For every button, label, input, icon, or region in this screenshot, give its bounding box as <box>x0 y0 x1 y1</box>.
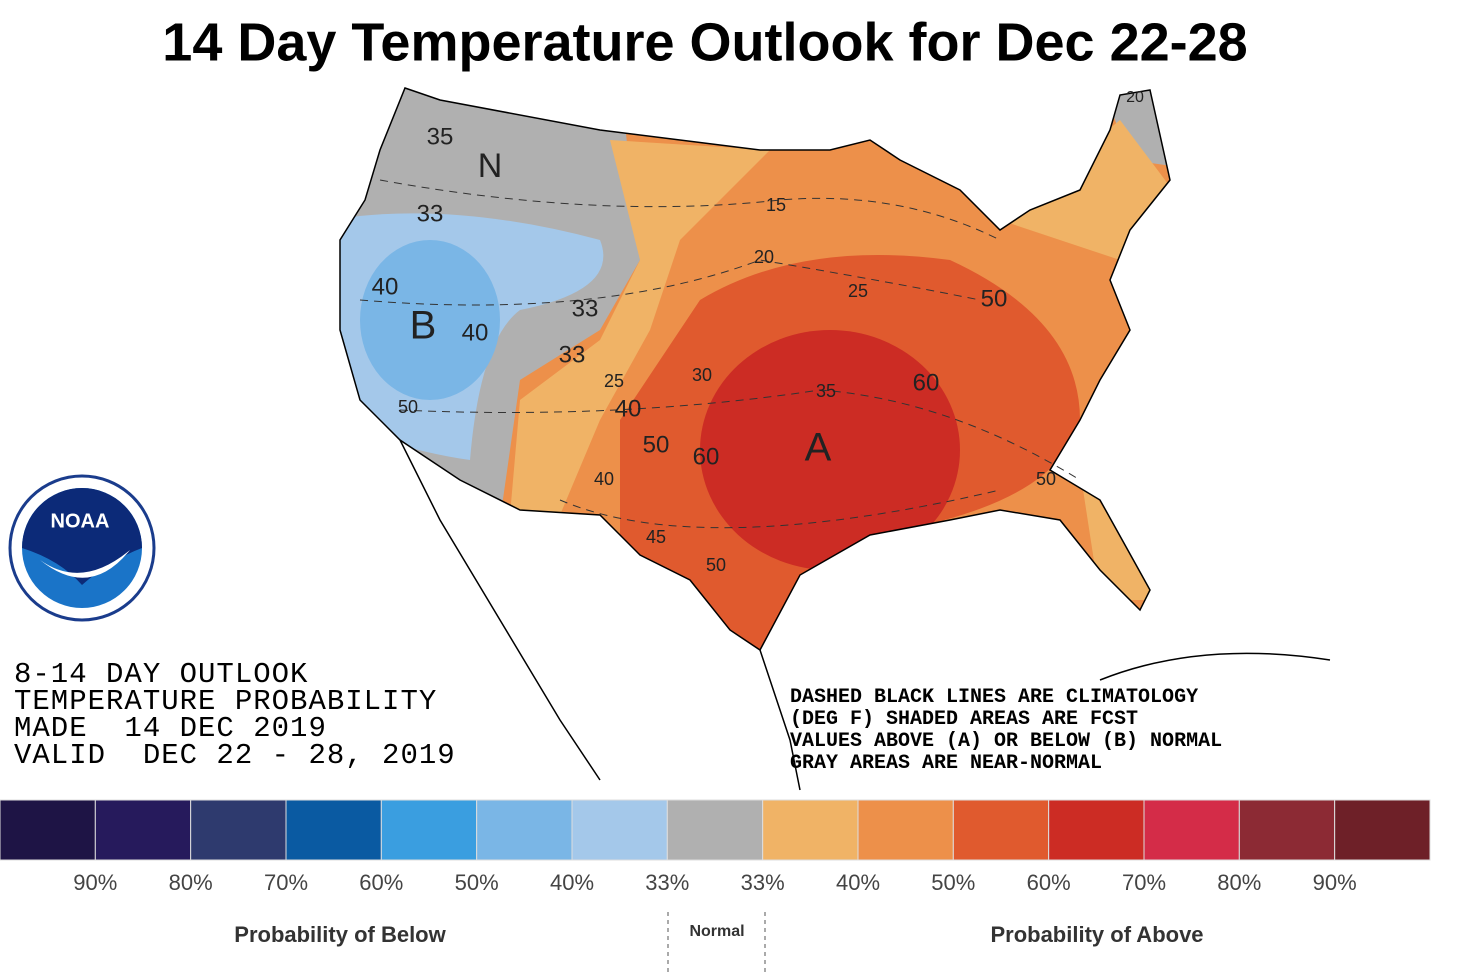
legend-swatch <box>1048 799 1145 861</box>
notes-line: VALUES ABOVE (A) OR BELOW (B) NORMAL <box>790 730 1222 753</box>
legend-label: 33% <box>741 870 785 895</box>
map-label: 25 <box>604 371 624 391</box>
notes-line: DASHED BLACK LINES ARE CLIMATOLOGY <box>790 686 1198 709</box>
legend-label: 33% <box>645 870 689 895</box>
map-label: 50 <box>1036 469 1056 489</box>
map-label: 45 <box>646 527 666 547</box>
map-label: 60 <box>913 369 940 396</box>
legend-swatch <box>1238 799 1336 861</box>
legend-swatch <box>0 799 96 861</box>
legend-swatch <box>857 799 954 861</box>
map-label: 50 <box>706 555 726 575</box>
map-label: 33 <box>417 200 444 227</box>
map-label: 40 <box>372 273 399 300</box>
legend-swatch <box>380 799 478 861</box>
outlook-line: TEMPERATURE PROBABILITY <box>14 685 437 718</box>
map-label: 20 <box>1126 89 1144 106</box>
map-label: B <box>410 304 437 348</box>
legend-label: 70% <box>264 870 308 895</box>
map-label: 35 <box>427 123 454 150</box>
legend-swatch <box>190 799 287 861</box>
map-label: 25 <box>848 281 868 301</box>
logo-text: NOAA <box>51 510 110 532</box>
legend-label: 40% <box>836 870 880 895</box>
legend-caption: Probability of Above <box>990 922 1203 947</box>
outlook-line: VALID DEC 22 - 28, 2019 <box>14 739 456 772</box>
notes-line: GRAY AREAS ARE NEAR-NORMAL <box>790 752 1102 775</box>
map-label: 40 <box>615 395 642 422</box>
map-label: A <box>805 426 832 470</box>
map-label: 15 <box>766 195 786 215</box>
legend-swatch <box>476 799 573 861</box>
legend-label: 40% <box>550 870 594 895</box>
title: 14 Day Temperature Outlook for Dec 22-28 <box>162 12 1247 72</box>
legend-label: 70% <box>1122 870 1166 895</box>
map-label: 40 <box>462 319 489 346</box>
legend-label: 50% <box>455 870 499 895</box>
legend-caption: Probability of Below <box>234 922 446 947</box>
legend-swatch <box>762 799 859 861</box>
legend-swatch <box>285 799 382 861</box>
map-label: 35 <box>816 381 836 401</box>
legend-label: 80% <box>169 870 213 895</box>
legend-label: 90% <box>1313 870 1357 895</box>
notes-text: DASHED BLACK LINES ARE CLIMATOLOGY(DEG F… <box>790 686 1222 775</box>
outlook-line: 8-14 DAY OUTLOOK <box>14 658 308 691</box>
legend-label: 80% <box>1217 870 1261 895</box>
map-label: 50 <box>643 431 670 458</box>
map-label: 50 <box>398 397 418 417</box>
map-label: 20 <box>754 247 774 267</box>
map-label: 33 <box>572 295 599 322</box>
map-label: 30 <box>692 365 712 385</box>
legend: 90% 80% 70% 60% 50% 40% 33% 33% 40% 50% 60% 70% 80% 9… <box>0 799 1431 895</box>
legend-label: 60% <box>1027 870 1071 895</box>
map-labels: 35 N 33 40 B 40 50 33 33 25 40 50 60 40 … <box>372 89 1144 575</box>
legend-caption: Normal <box>689 923 744 940</box>
legend-swatch <box>952 799 1050 861</box>
legend-swatch <box>666 799 764 861</box>
legend-label: 60% <box>359 870 403 895</box>
legend-swatch <box>1143 799 1240 861</box>
map-label: N <box>478 147 503 185</box>
map-label: 40 <box>594 469 614 489</box>
legend-label: 50% <box>931 870 975 895</box>
legend-label: 90% <box>73 870 117 895</box>
map-label: 50 <box>981 285 1008 312</box>
map-label: 33 <box>559 341 586 368</box>
map: 35 N 33 40 B 40 50 33 33 25 40 50 60 40 … <box>339 87 1331 791</box>
legend-swatch <box>1334 799 1431 861</box>
map-label: 60 <box>693 443 720 470</box>
notes-line: (DEG F) SHADED AREAS ARE FCST <box>790 708 1138 731</box>
legend-swatch <box>571 799 668 861</box>
outlook-line: MADE 14 DEC 2019 <box>14 712 327 745</box>
noaa-logo: NOAA <box>8 474 156 622</box>
legend-swatch <box>94 799 192 861</box>
